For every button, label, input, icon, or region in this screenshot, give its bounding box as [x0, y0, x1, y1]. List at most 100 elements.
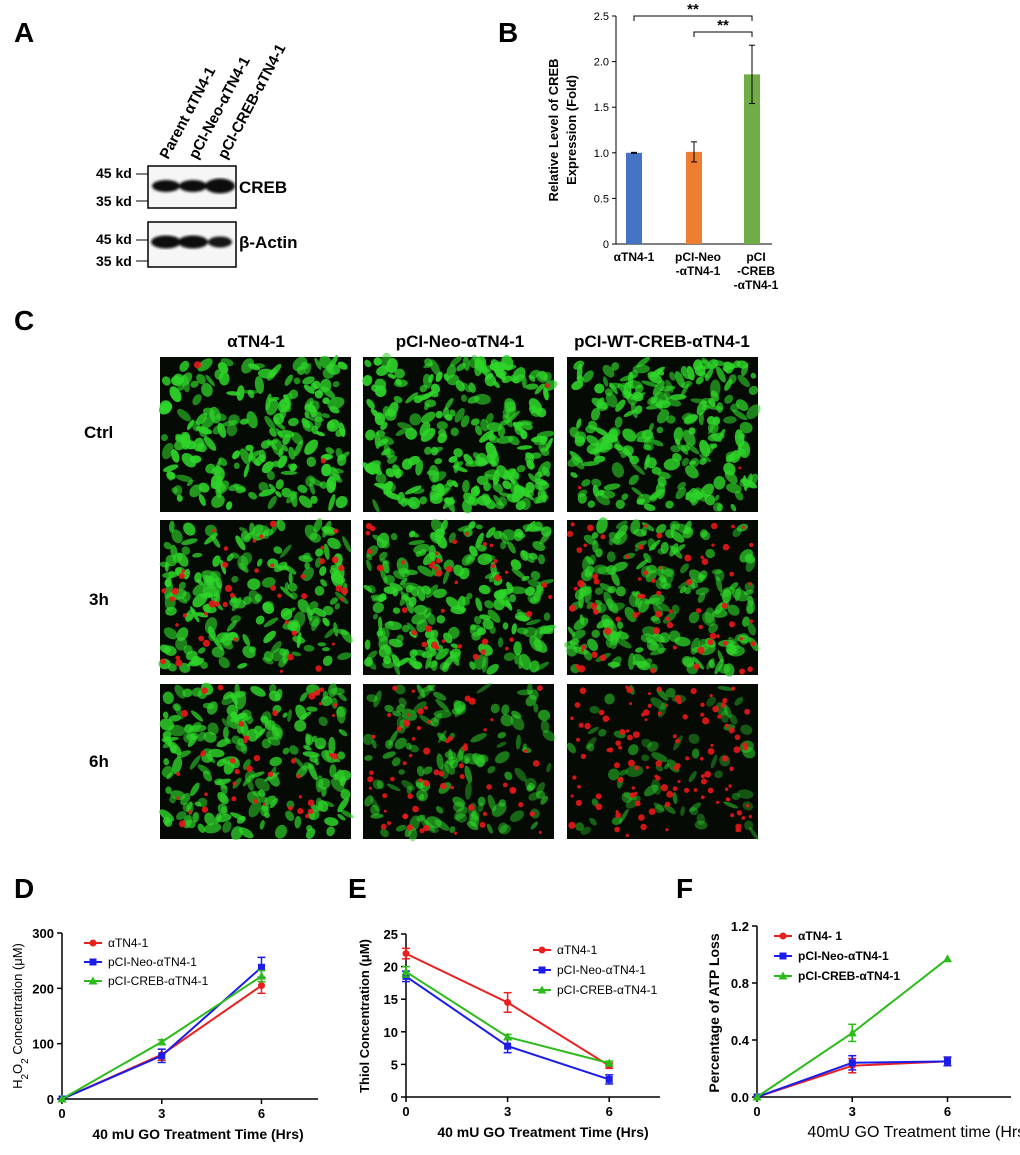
green-cell: [407, 496, 421, 510]
green-cell: [670, 445, 681, 453]
green-cell: [636, 559, 649, 570]
red-nuclei: [566, 522, 756, 675]
green-cell: [650, 494, 658, 502]
green-cell: [535, 661, 550, 672]
green-cell: [673, 427, 684, 442]
green-cell: [245, 444, 254, 452]
green-cell: [385, 448, 395, 458]
green-cell: [539, 435, 548, 445]
green-cell: [262, 602, 275, 614]
green-cell: [665, 379, 674, 393]
red-nucleus: [481, 638, 489, 645]
micrograph-1-0: [158, 518, 353, 675]
green-cell: [189, 755, 201, 770]
green-cell: [727, 645, 745, 657]
green-cell: [479, 430, 494, 443]
green-cell: [699, 529, 708, 538]
red-nucleus: [655, 775, 661, 781]
micrograph-0-0: [158, 354, 351, 512]
red-nucleus: [725, 797, 730, 801]
red-nucleus: [736, 810, 743, 816]
green-cell: [391, 757, 401, 767]
green-cell: [487, 765, 496, 774]
green-cell: [731, 792, 741, 801]
green-cell: [732, 409, 748, 421]
red-nucleus: [254, 568, 259, 573]
green-cell: [370, 804, 380, 816]
green-cell: [481, 360, 488, 376]
red-nucleus: [259, 534, 264, 539]
green-cell: [373, 357, 382, 366]
data-point: [503, 1032, 513, 1041]
red-nucleus: [640, 823, 647, 831]
green-cell: [510, 559, 522, 570]
green-cell: [651, 466, 662, 475]
green-cell: [321, 413, 331, 419]
red-nucleus: [684, 554, 692, 562]
red-nucleus: [665, 616, 671, 622]
green-cell: [602, 376, 609, 387]
red-nucleus: [725, 787, 729, 791]
green-cell: [273, 546, 283, 554]
green-cell: [371, 739, 377, 749]
green-cell: [215, 486, 222, 499]
green-cell: [172, 756, 183, 775]
green-cell: [334, 769, 352, 782]
green-cell: [198, 494, 206, 506]
data-point: [57, 1094, 67, 1103]
red-nucleus: [544, 383, 550, 388]
red-nucleus: [568, 604, 576, 612]
green-cell: [190, 606, 200, 623]
green-cell: [399, 577, 408, 586]
green-cell: [401, 780, 415, 791]
green-cell: [487, 609, 501, 623]
green-cell: [338, 728, 348, 737]
green-cell: [641, 525, 648, 536]
green-cell: [641, 380, 658, 387]
green-cell: [589, 817, 597, 826]
y-tick-label: 1.5: [594, 102, 609, 114]
green-cell: [335, 496, 348, 509]
red-nuclei: [193, 361, 327, 464]
red-nucleus: [479, 821, 486, 828]
chart-d-h2o2: 0 100 200 300 0 3 6 αTN4-1 pCI-Neo-αTN4-1 pCI-CRE…: [10, 926, 318, 1142]
green-cell: [710, 754, 718, 769]
green-cell: [490, 703, 500, 714]
green-cell: [666, 415, 676, 424]
green-cell: [214, 778, 231, 786]
green-cell: [619, 374, 636, 382]
legend-marker: [537, 985, 547, 994]
green-cell: [271, 647, 287, 662]
green-cell: [602, 620, 614, 628]
red-nucleus: [568, 821, 576, 829]
green-cell: [313, 607, 327, 617]
green-cell: [411, 612, 428, 625]
green-cell: [336, 706, 346, 724]
green-cell: [748, 385, 759, 396]
red-nucleus: [672, 645, 677, 650]
green-cell: [708, 623, 719, 634]
green-cell: [229, 690, 247, 699]
red-nucleus: [181, 569, 185, 573]
green-cell: [698, 412, 704, 426]
green-cell: [533, 639, 548, 653]
green-cell: [318, 386, 323, 395]
green-cell: [303, 745, 312, 751]
legend-label: pCI-Neo-αTN4-1: [108, 955, 197, 969]
red-nucleus: [541, 582, 548, 588]
red-nucleus: [593, 578, 600, 585]
red-nucleus: [176, 771, 181, 777]
green-cell: [173, 373, 185, 384]
green-cell: [533, 521, 543, 531]
green-cell: [591, 532, 599, 539]
green-cell: [320, 579, 328, 587]
red-nucleus: [637, 611, 641, 615]
legend-marker: [89, 939, 97, 947]
green-cell: [630, 519, 641, 535]
red-nucleus: [690, 688, 697, 695]
green-cell: [187, 656, 199, 667]
green-cell: [285, 810, 295, 822]
red-nucleus: [340, 587, 349, 595]
green-cell: [621, 493, 629, 501]
red-nucleus: [580, 753, 587, 760]
